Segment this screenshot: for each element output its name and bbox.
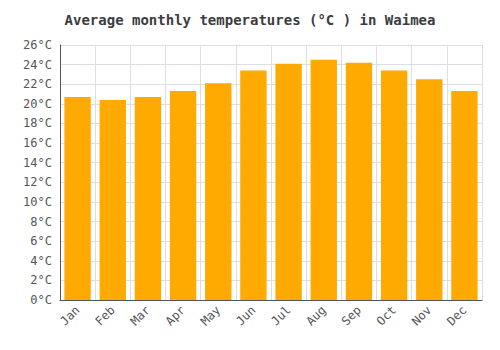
svg-text:Feb: Feb <box>92 303 117 328</box>
svg-text:20°C: 20°C <box>23 97 52 111</box>
svg-text:14°C: 14°C <box>23 156 52 170</box>
svg-text:16°C: 16°C <box>23 136 52 150</box>
svg-text:Jul: Jul <box>268 303 293 328</box>
svg-text:24°C: 24°C <box>23 58 52 72</box>
svg-text:4°C: 4°C <box>30 254 52 268</box>
svg-text:Oct: Oct <box>374 303 399 328</box>
svg-text:26°C: 26°C <box>23 38 52 52</box>
svg-text:Jan: Jan <box>57 303 82 328</box>
svg-text:Dec: Dec <box>444 303 469 328</box>
svg-text:May: May <box>198 303 223 328</box>
svg-text:12°C: 12°C <box>23 175 52 189</box>
svg-text:10°C: 10°C <box>23 195 52 209</box>
svg-text:Sep: Sep <box>339 303 364 328</box>
svg-text:8°C: 8°C <box>30 215 52 229</box>
svg-text:18°C: 18°C <box>23 116 52 130</box>
svg-text:Mar: Mar <box>128 303 153 328</box>
svg-text:Nov: Nov <box>409 303 434 328</box>
svg-text:6°C: 6°C <box>30 234 52 248</box>
svg-text:Aug: Aug <box>303 303 328 328</box>
svg-text:22°C: 22°C <box>23 77 52 91</box>
svg-text:Apr: Apr <box>163 303 188 328</box>
svg-text:0°C: 0°C <box>30 293 52 307</box>
svg-text:Jun: Jun <box>233 303 258 328</box>
svg-text:Average monthly temperatures (: Average monthly temperatures (°C ) in Wa… <box>65 12 436 28</box>
svg-text:2°C: 2°C <box>30 273 52 287</box>
